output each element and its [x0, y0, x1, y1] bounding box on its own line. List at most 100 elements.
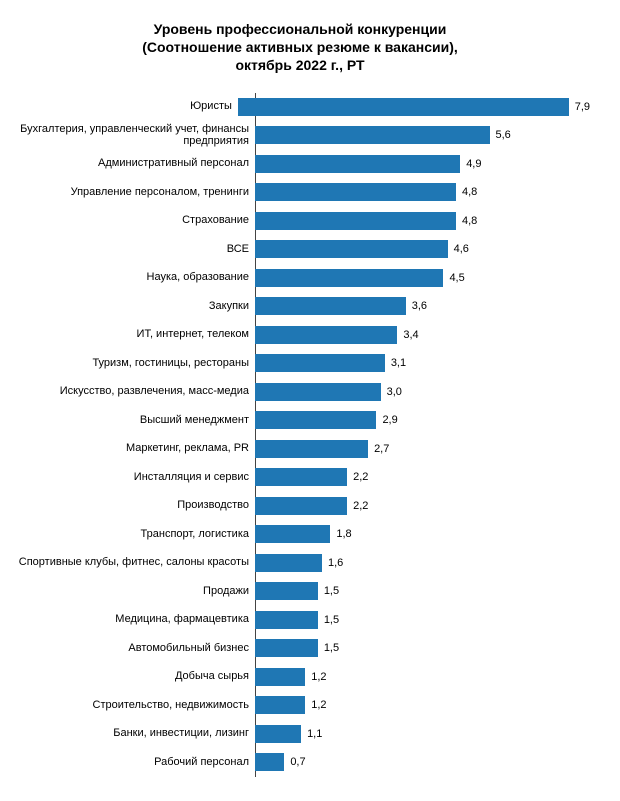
bar [255, 497, 347, 515]
category-label: Инсталляция и сервис [10, 471, 255, 484]
category-label: Искусство, развлечения, масс-медиа [10, 385, 255, 398]
bar-cell: 4,8 [255, 212, 590, 230]
bar [255, 383, 381, 401]
bar-cell: 4,5 [255, 269, 590, 287]
bar-row: Высший менеджмент2,9 [10, 406, 590, 435]
value-label: 2,2 [353, 500, 368, 512]
title-line-1: Уровень профессиональной конкуренции [10, 20, 590, 38]
value-label: 4,8 [462, 186, 477, 198]
category-label: Юристы [10, 100, 238, 113]
category-label: Производство [10, 499, 255, 512]
bar-row: Страхование4,8 [10, 207, 590, 236]
value-label: 2,2 [353, 471, 368, 483]
bar [255, 468, 347, 486]
bar [255, 440, 368, 458]
bar-cell: 7,9 [238, 98, 590, 116]
value-label: 2,9 [382, 414, 397, 426]
bar [238, 98, 569, 116]
category-label: Строительство, недвижимость [10, 699, 255, 712]
category-label: Управление персоналом, тренинги [10, 186, 255, 199]
bar-row: Рабочий персонал 0,7 [10, 748, 590, 777]
bar-cell: 5,6 [255, 126, 590, 144]
bar-cell: 4,8 [255, 183, 590, 201]
bar-row: Производство 2,2 [10, 492, 590, 521]
value-label: 1,5 [324, 585, 339, 597]
value-label: 7,9 [575, 101, 590, 113]
bar-row: Строительство, недвижимость 1,2 [10, 691, 590, 720]
bar [255, 753, 284, 771]
bar-cell: 2,2 [255, 468, 590, 486]
bar-cell: 1,5 [255, 639, 590, 657]
category-label: Банки, инвестиции, лизинг [10, 727, 255, 740]
bar-row: Искусство, развлечения, масс-медиа 3,0 [10, 378, 590, 407]
bar-cell: 2,2 [255, 497, 590, 515]
bar [255, 126, 490, 144]
value-label: 5,6 [496, 129, 511, 141]
bar-row: Добыча сырья 1,2 [10, 663, 590, 692]
category-label: ИТ, интернет, телеком [10, 328, 255, 341]
bar-cell: 1,1 [255, 725, 590, 743]
bar-cell: 2,9 [255, 411, 590, 429]
bar-cell: 1,8 [255, 525, 590, 543]
bar-row: Медицина, фармацевтика 1,5 [10, 606, 590, 635]
category-label: Туризм, гостиницы, рестораны [10, 357, 255, 370]
bar [255, 326, 397, 344]
bar-cell: 1,2 [255, 668, 590, 686]
bar-row: Бухгалтерия, управленческий учет, финанс… [10, 121, 590, 150]
category-label: Транспорт, логистика [10, 528, 255, 541]
value-label: 3,4 [403, 329, 418, 341]
value-label: 4,5 [449, 272, 464, 284]
value-label: 1,2 [311, 671, 326, 683]
value-label: 0,7 [290, 756, 305, 768]
bar-cell: 3,4 [255, 326, 590, 344]
bar-row: Туризм, гостиницы, рестораны3,1 [10, 349, 590, 378]
bar-cell: 3,6 [255, 297, 590, 315]
value-label: 3,0 [387, 386, 402, 398]
value-label: 1,5 [324, 614, 339, 626]
category-label: Медицина, фармацевтика [10, 613, 255, 626]
bar-row: Продажи 1,5 [10, 577, 590, 606]
bar [255, 554, 322, 572]
value-label: 3,6 [412, 300, 427, 312]
value-label: 1,2 [311, 699, 326, 711]
bar-row: Административный персонал 4,9 [10, 150, 590, 179]
bar-cell: 1,6 [255, 554, 590, 572]
bar [255, 668, 305, 686]
bar-cell: 1,5 [255, 582, 590, 600]
category-label: Бухгалтерия, управленческий учет, финанс… [10, 123, 255, 148]
bar-row: Юристы 7,9 [10, 93, 590, 122]
bar-row: Инсталляция и сервис 2,2 [10, 463, 590, 492]
chart-container: Уровень профессиональной конкуренции (Со… [0, 0, 620, 801]
category-label: Рабочий персонал [10, 756, 255, 769]
bar [255, 354, 385, 372]
bar [255, 525, 330, 543]
bar-row: Наука, образование4,5 [10, 264, 590, 293]
title-line-3: октябрь 2022 г., РТ [10, 56, 590, 74]
category-label: Спортивные клубы, фитнес, салоны красоты [10, 556, 255, 569]
bar-row: ИТ, интернет, телеком 3,4 [10, 321, 590, 350]
bar [255, 240, 448, 258]
bar-cell: 3,0 [255, 383, 590, 401]
bar-cell: 0,7 [255, 753, 590, 771]
bar-row: Транспорт, логистика1,8 [10, 520, 590, 549]
chart-title: Уровень профессиональной конкуренции (Со… [10, 20, 590, 75]
category-label: Административный персонал [10, 157, 255, 170]
bar-cell: 1,5 [255, 611, 590, 629]
category-label: ВСЕ [10, 243, 255, 256]
bar [255, 725, 301, 743]
bar [255, 611, 318, 629]
bar-row: Автомобильный бизнес1,5 [10, 634, 590, 663]
bar [255, 212, 456, 230]
title-line-2: (Соотношение активных резюме к вакансии)… [10, 38, 590, 56]
bar-row: ВСЕ4,6 [10, 235, 590, 264]
bar [255, 411, 376, 429]
value-label: 4,9 [466, 158, 481, 170]
bar [255, 297, 406, 315]
value-label: 1,5 [324, 642, 339, 654]
bar-cell: 4,6 [255, 240, 590, 258]
category-label: Продажи [10, 585, 255, 598]
value-label: 1,6 [328, 557, 343, 569]
value-label: 4,8 [462, 215, 477, 227]
category-label: Добыча сырья [10, 670, 255, 683]
value-label: 2,7 [374, 443, 389, 455]
